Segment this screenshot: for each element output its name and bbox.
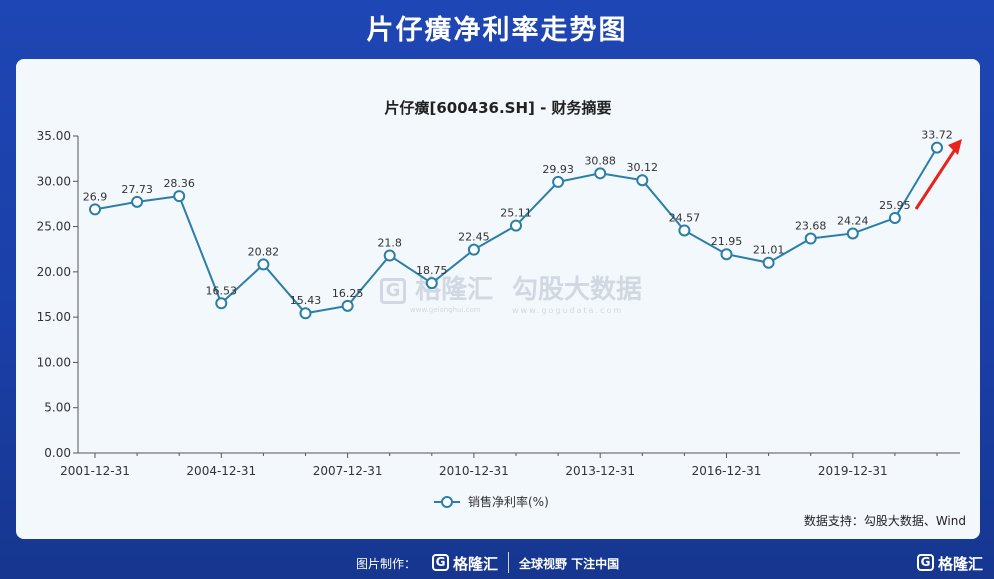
y-tick-label: 20.00	[37, 265, 71, 279]
footer-brand: 格隆汇	[453, 555, 499, 573]
data-label: 21.01	[753, 244, 785, 257]
data-label: 15.43	[290, 294, 322, 307]
footer-slogan: 全球视野 下注中国	[519, 557, 620, 571]
x-tick-label: 2013-12-31	[565, 464, 635, 478]
footer-divider	[508, 552, 509, 573]
data-point	[425, 277, 438, 290]
data-label: 20.82	[248, 245, 280, 258]
data-point	[720, 248, 733, 261]
data-point	[636, 174, 649, 187]
arrow-shaft	[914, 147, 958, 210]
y-tick-label: 30.00	[37, 174, 71, 188]
data-label: 27.73	[121, 183, 153, 196]
data-label: 24.24	[837, 214, 869, 227]
data-point	[341, 299, 354, 312]
y-tick-label: 10.00	[37, 355, 71, 369]
chart-axes: 0.00 5.00 10.00 15.00 20.00 25.00 30.00 35.00 20…	[37, 129, 960, 478]
page-title: 片仔癀净利率走势图	[366, 15, 628, 46]
data-source: 数据支持：勾股大数据、Wind	[803, 514, 966, 528]
data-point	[257, 258, 270, 271]
data-label: 16.25	[332, 287, 364, 300]
data-point	[846, 227, 859, 240]
data-point	[215, 297, 228, 310]
data-label: 21.95	[711, 235, 743, 248]
data-point	[931, 141, 943, 154]
data-point	[888, 211, 901, 224]
x-tick-label: 2019-12-31	[818, 464, 888, 478]
data-label: 23.68	[795, 220, 827, 233]
data-label: 28.36	[163, 177, 195, 190]
data-label: 30.88	[584, 154, 616, 167]
watermark-url-right: www.gogudata.com	[512, 306, 624, 315]
data-point	[383, 249, 396, 262]
data-labels: 26.9 27.73 28.36 16.53 20.82 15.43 16.25 21.8 18…	[83, 129, 953, 308]
gelonghui-logo-icon: G	[432, 554, 449, 571]
trend-arrow-icon	[914, 139, 962, 210]
data-label: 25.95	[879, 199, 911, 212]
watermark-gogudata: 勾股大数据 www.gogudata.com	[512, 269, 642, 315]
data-point	[299, 307, 312, 320]
chart-svg: 片仔癀[600436.SH] - 财务摘要 0.00 5.00 10.00 15.00…	[37, 99, 962, 509]
x-tick-label: 2010-12-31	[439, 464, 509, 478]
data-point	[594, 167, 607, 180]
data-point	[89, 203, 101, 216]
data-point	[552, 175, 565, 188]
data-label: 26.9	[83, 190, 108, 203]
data-point	[678, 224, 691, 237]
data-label: 25.11	[500, 207, 532, 220]
chart-legend[interactable]: 销售净利率(%)	[434, 494, 549, 509]
data-point	[762, 256, 775, 269]
x-tick-label: 2001-12-31	[60, 464, 130, 478]
arrow-head	[948, 139, 962, 155]
gelonghui-logo-icon: G	[917, 554, 934, 571]
y-tick-label: 0.00	[44, 446, 71, 460]
data-label: 18.75	[416, 264, 448, 277]
chart-title: 片仔癀[600436.SH] - 财务摘要	[384, 99, 611, 117]
x-tick-label: 2016-12-31	[692, 464, 762, 478]
x-tick-label: 2004-12-31	[186, 464, 256, 478]
footer-brand-right: 格隆汇	[938, 555, 984, 573]
data-label: 29.93	[542, 163, 574, 176]
y-tick-label: 15.00	[37, 310, 71, 324]
data-point	[131, 195, 144, 208]
data-point	[804, 232, 817, 245]
data-label: 30.12	[627, 161, 659, 174]
data-label: 33.72	[921, 129, 953, 142]
data-point	[467, 243, 480, 256]
made-by-label: 图片制作：	[356, 557, 417, 571]
data-label: 21.8	[377, 237, 402, 250]
chart-card: G 格隆汇 www.gelonghui.com 勾股大数据 www.goguda…	[16, 59, 980, 539]
gelonghui-logo-icon: G	[380, 277, 406, 304]
x-tick-label: 2007-12-31	[313, 464, 383, 478]
data-points	[89, 141, 943, 320]
legend-label: 销售净利率(%)	[468, 494, 549, 509]
data-label: 22.45	[458, 231, 490, 244]
y-tick-label: 35.00	[37, 129, 71, 143]
data-point	[173, 190, 186, 203]
y-tick-label: 25.00	[37, 220, 71, 234]
legend-marker-icon	[441, 496, 453, 508]
footer: 图片制作： G 格隆汇 全球视野 下注中国 G 格隆汇	[0, 546, 994, 579]
data-point	[510, 219, 522, 232]
data-label: 24.57	[669, 211, 701, 224]
watermark-url-left: www.gelonghui.com	[410, 306, 481, 314]
y-tick-label: 5.00	[44, 401, 71, 415]
data-label: 16.53	[206, 284, 238, 297]
watermark-brand-right: 勾股大数据	[512, 275, 643, 305]
